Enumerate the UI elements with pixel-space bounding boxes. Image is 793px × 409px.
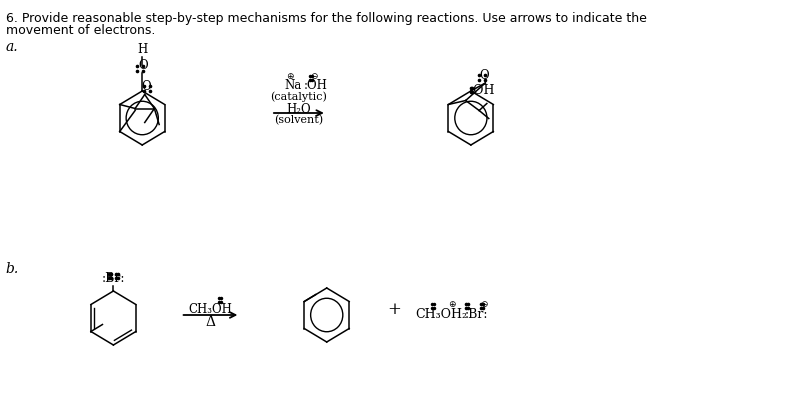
Text: 6. Provide reasonable step-by-step mechanisms for the following reactions. Use a: 6. Provide reasonable step-by-step mecha… — [6, 12, 646, 25]
Text: a.: a. — [6, 40, 18, 54]
Text: b.: b. — [6, 262, 19, 276]
Text: Δ: Δ — [205, 315, 216, 329]
Text: Na: Na — [285, 79, 301, 92]
Text: CH₃OH₂: CH₃OH₂ — [416, 308, 467, 321]
Text: ⊕: ⊕ — [286, 72, 294, 81]
Text: :Br:: :Br: — [102, 272, 125, 285]
Text: ⊕: ⊕ — [448, 300, 455, 309]
Text: O: O — [141, 81, 151, 94]
Text: +: + — [387, 301, 401, 319]
Text: :Br:: :Br: — [465, 308, 488, 321]
Text: (solvent): (solvent) — [274, 115, 324, 125]
Text: :OH: :OH — [303, 79, 328, 92]
Text: (catalytic): (catalytic) — [270, 91, 328, 101]
Text: movement of electrons.: movement of electrons. — [6, 24, 155, 37]
Text: O: O — [480, 69, 489, 82]
Text: :OH: :OH — [469, 85, 495, 97]
Text: ⊖: ⊖ — [311, 72, 318, 81]
Text: ⊖: ⊖ — [481, 300, 488, 309]
Text: O: O — [138, 59, 148, 72]
Text: H: H — [137, 43, 147, 56]
Text: CH₃OH: CH₃OH — [189, 303, 232, 316]
Text: H₂O: H₂O — [286, 103, 311, 116]
